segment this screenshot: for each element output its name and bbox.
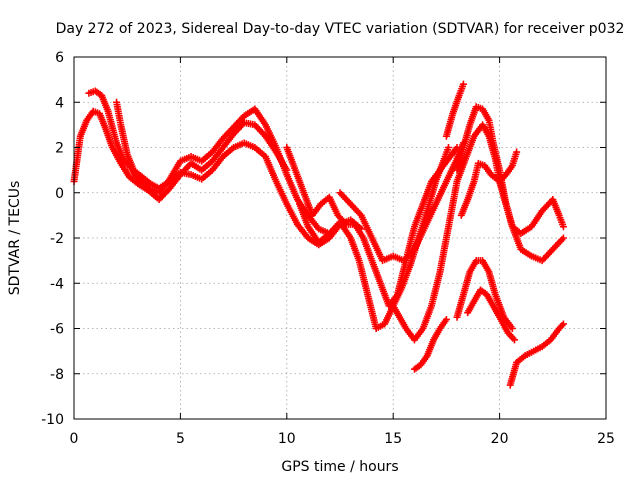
data-point-marker — [559, 234, 567, 242]
series-satellite-track-13 — [496, 148, 521, 185]
x-tick-label: 15 — [384, 431, 402, 447]
series-satellite-track-14 — [506, 320, 567, 389]
chart-title: Day 272 of 2023, Sidereal Day-to-day VTE… — [56, 21, 625, 37]
series-satellite-track-12 — [464, 286, 518, 344]
x-tick-label: 20 — [491, 431, 509, 447]
x-tick-label: 25 — [597, 431, 615, 447]
y-tick-label: 0 — [55, 186, 64, 202]
series-satellite-track-8 — [442, 80, 467, 140]
x-axis-label: GPS time / hours — [281, 459, 398, 475]
data-point-marker — [459, 80, 467, 88]
data-point-marker — [513, 148, 521, 156]
series-satellite-track-5 — [296, 144, 453, 332]
x-tick-label: 0 — [70, 431, 79, 447]
series-satellite-track-11 — [453, 257, 516, 332]
x-tick-label: 10 — [278, 431, 296, 447]
data-point-marker — [442, 315, 450, 323]
data-point-marker — [508, 325, 516, 332]
data-points — [70, 80, 567, 389]
data-point-marker — [445, 144, 453, 151]
data-point-marker — [558, 321, 566, 329]
y-tick-label: -4 — [50, 276, 64, 292]
series-satellite-track-15 — [410, 315, 450, 373]
y-tick-label: -10 — [41, 412, 64, 428]
y-tick-label: 6 — [55, 50, 64, 66]
y-tick-label: -6 — [50, 322, 64, 338]
y-tick-label: 2 — [55, 141, 64, 157]
y-tick-label: -2 — [50, 231, 64, 247]
series-satellite-track-1 — [70, 107, 291, 204]
grid-lines — [74, 57, 606, 419]
axes: 0 5 10 15 20 25 -10 -8 -6 -4 -2 0 2 4 6 — [41, 50, 615, 447]
series-satellite-track-6 — [336, 139, 467, 265]
data-point-marker — [510, 336, 518, 344]
y-axis-label: SDTVAR / TECUs — [7, 181, 23, 296]
data-point-marker — [559, 320, 567, 328]
data-point-marker — [559, 223, 567, 231]
y-tick-label: -8 — [50, 367, 64, 383]
x-tick-label: 5 — [176, 431, 185, 447]
y-tick-label: 4 — [55, 95, 64, 111]
